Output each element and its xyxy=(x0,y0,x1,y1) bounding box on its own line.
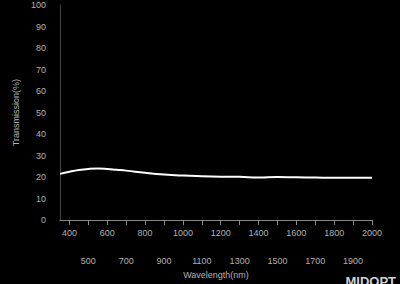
svg-text:50: 50 xyxy=(36,108,46,118)
svg-text:100: 100 xyxy=(31,0,46,10)
svg-text:1600: 1600 xyxy=(286,228,306,238)
svg-text:500: 500 xyxy=(81,256,96,266)
svg-text:90: 90 xyxy=(36,22,46,32)
svg-text:70: 70 xyxy=(36,65,46,75)
svg-text:Transmission(%): Transmission(%) xyxy=(11,79,21,146)
svg-text:60: 60 xyxy=(36,86,46,96)
svg-text:2000: 2000 xyxy=(362,228,382,238)
svg-text:1000: 1000 xyxy=(173,228,193,238)
svg-text:1400: 1400 xyxy=(249,228,269,238)
svg-text:700: 700 xyxy=(119,256,134,266)
svg-text:900: 900 xyxy=(156,256,171,266)
svg-text:1900: 1900 xyxy=(343,256,363,266)
svg-text:1700: 1700 xyxy=(305,256,325,266)
svg-text:10: 10 xyxy=(36,194,46,204)
svg-text:30: 30 xyxy=(36,151,46,161)
svg-text:1200: 1200 xyxy=(211,228,231,238)
svg-text:Wavelength(nm): Wavelength(nm) xyxy=(183,270,249,280)
svg-text:800: 800 xyxy=(138,228,153,238)
svg-text:600: 600 xyxy=(100,228,115,238)
svg-text:1500: 1500 xyxy=(267,256,287,266)
svg-text:80: 80 xyxy=(36,43,46,53)
svg-text:20: 20 xyxy=(36,172,46,182)
svg-text:1100: 1100 xyxy=(192,256,211,266)
svg-text:40: 40 xyxy=(36,129,46,139)
svg-text:1800: 1800 xyxy=(324,228,344,238)
svg-text:MIDOPT: MIDOPT xyxy=(345,274,396,284)
svg-text:400: 400 xyxy=(62,228,77,238)
svg-text:1300: 1300 xyxy=(230,256,250,266)
svg-text:0: 0 xyxy=(41,215,46,225)
